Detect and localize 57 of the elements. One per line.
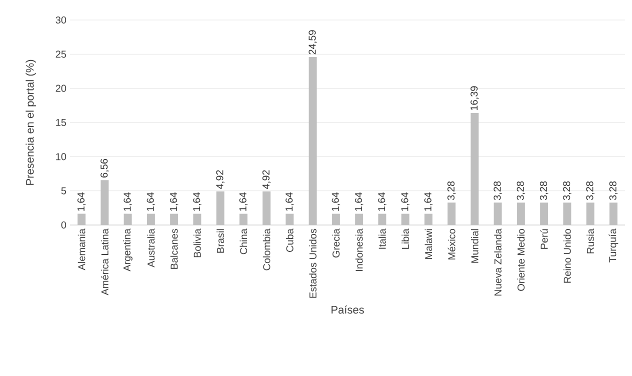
x-tick-label: Cuba bbox=[286, 228, 294, 252]
x-tick-label: Alemania bbox=[78, 228, 86, 270]
x-tick-label: Mundial bbox=[471, 229, 478, 263]
x-tick-label: Libia bbox=[402, 228, 409, 249]
data-label: 3,28 bbox=[563, 181, 572, 200]
x-tick-label: Australia bbox=[147, 228, 155, 268]
y-tick-label: 5 bbox=[61, 187, 66, 194]
data-label: 1,64 bbox=[193, 192, 202, 211]
x-tick-label: Grecia bbox=[332, 228, 340, 258]
data-label: 1,64 bbox=[424, 192, 433, 211]
y-tick-label: 10 bbox=[56, 153, 66, 160]
x-tick-label: Nueva Zelanda bbox=[494, 228, 502, 296]
data-label: 1,64 bbox=[354, 192, 364, 211]
data-label: 3,28 bbox=[447, 181, 456, 200]
data-label: 6,56 bbox=[100, 158, 109, 178]
x-tick-label: América Latina bbox=[100, 228, 108, 296]
y-tick-label: 20 bbox=[56, 84, 66, 92]
data-label: 1,64 bbox=[239, 192, 248, 211]
x-axis-title: Países bbox=[332, 305, 364, 314]
x-tick-label: China bbox=[240, 228, 248, 254]
data-label: 1,64 bbox=[332, 192, 340, 211]
x-tick-label: Rusia bbox=[586, 228, 594, 254]
y-tick-label: 0 bbox=[61, 221, 66, 229]
data-label: 3,28 bbox=[494, 181, 502, 200]
x-tick-label: Malawi bbox=[424, 229, 432, 259]
x-tick-label: Balcanes bbox=[170, 228, 178, 269]
data-label: 3,28 bbox=[540, 181, 548, 200]
x-tick-label: Turquía bbox=[608, 228, 618, 262]
data-label: 3,28 bbox=[586, 181, 594, 200]
data-label: 1,64 bbox=[146, 192, 156, 211]
x-tick-label: Bolivia bbox=[194, 228, 201, 258]
data-label: 1,64 bbox=[124, 192, 132, 211]
x-tick-label: México bbox=[448, 228, 456, 260]
data-label: 1,64 bbox=[401, 192, 410, 211]
x-tick-label: Estados Unidos bbox=[309, 228, 316, 298]
y-tick-label: 25 bbox=[56, 50, 66, 58]
data-label: 4,92 bbox=[262, 170, 271, 189]
data-label: 16,39 bbox=[470, 86, 479, 110]
x-tick-label: Oriente Medio bbox=[517, 228, 525, 291]
data-label: 1,64 bbox=[378, 192, 386, 211]
y-axis-title: Presencia en el portal (%) bbox=[26, 60, 36, 185]
data-label: 1,64 bbox=[77, 192, 86, 211]
data-label: 4,92 bbox=[216, 170, 224, 189]
x-tick-label: Argentina bbox=[123, 228, 132, 272]
data-label: 3,28 bbox=[609, 181, 618, 200]
x-tick-label: Reino Unido bbox=[564, 228, 571, 283]
x-tick-label: Indonesia bbox=[355, 228, 363, 271]
y-tick-label: 30 bbox=[56, 16, 66, 24]
data-label: 24,59 bbox=[308, 30, 317, 54]
x-tick-label: Colombia bbox=[262, 228, 270, 270]
y-tick-label: 15 bbox=[56, 119, 66, 126]
data-label: 1,64 bbox=[286, 192, 294, 211]
x-tick-label: Italia bbox=[378, 228, 386, 249]
x-tick-label: Brasil bbox=[216, 229, 224, 253]
data-label: 3,28 bbox=[516, 181, 526, 200]
x-tick-label: Perú bbox=[540, 229, 548, 249]
data-label: 1,64 bbox=[170, 192, 178, 211]
